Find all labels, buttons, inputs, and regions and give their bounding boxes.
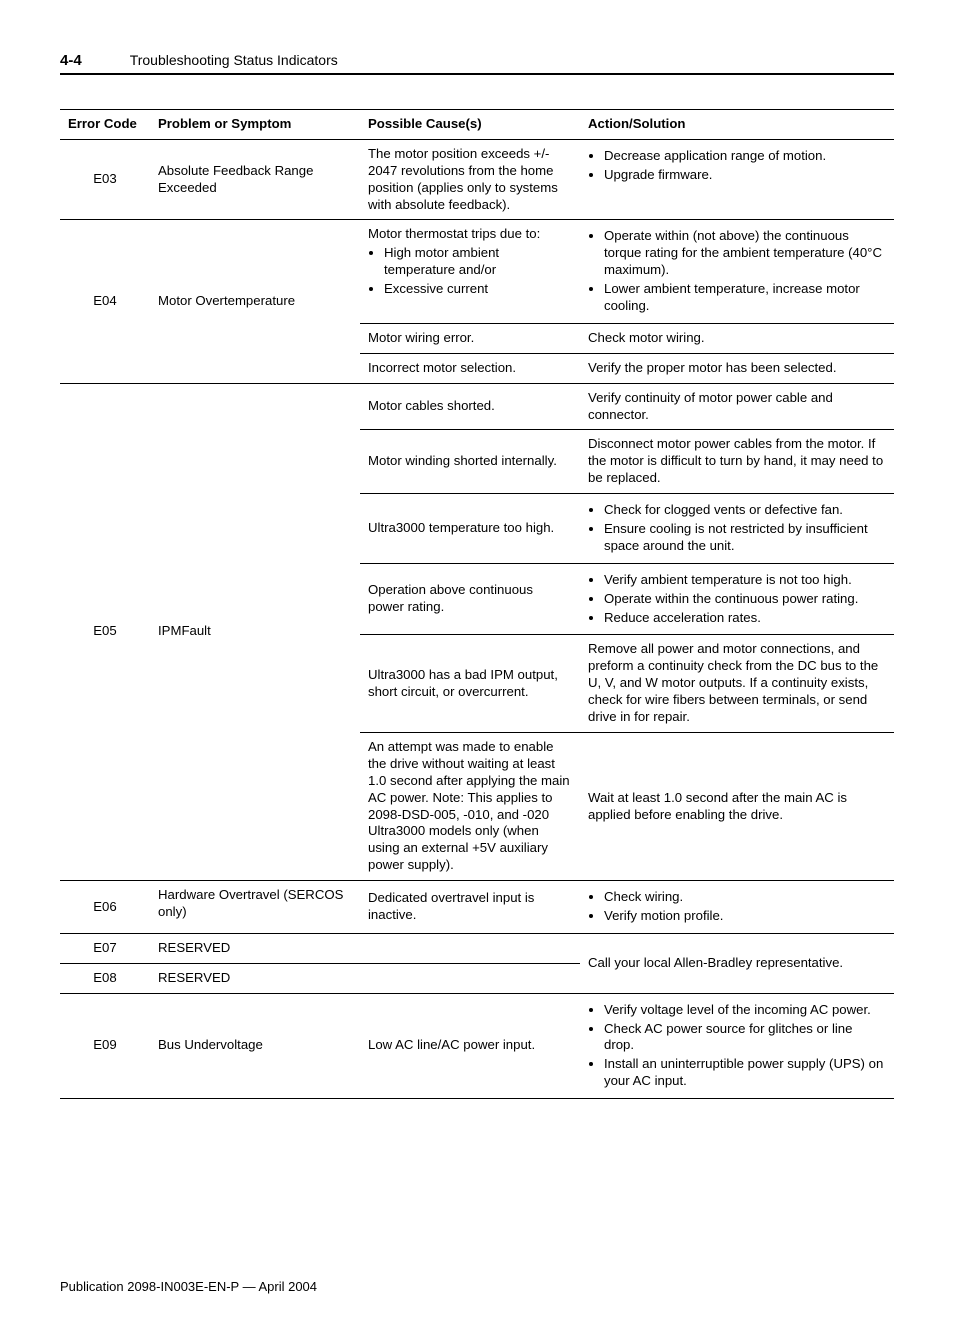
cause-cell: Incorrect motor selection. [360,353,580,383]
cause-item: Excessive current [384,281,572,298]
page-header: 4-4 Troubleshooting Status Indicators [60,52,894,75]
problem-cell: Motor Overtemperature [150,220,360,383]
action-item: Check for clogged vents or defective fan… [604,502,886,519]
action-cell: Check for clogged vents or defective fan… [580,494,894,564]
action-cell: Remove all power and motor connections, … [580,635,894,732]
action-item: Verify ambient temperature is not too hi… [604,572,886,589]
action-cell: Check motor wiring. [580,323,894,353]
col-header-cause: Possible Cause(s) [360,110,580,140]
action-cell: Verify continuity of motor power cable a… [580,383,894,430]
problem-cell: Hardware Overtravel (SERCOS only) [150,881,360,934]
problem-cell: Bus Undervoltage [150,993,360,1098]
action-cell: Operate within (not above) the continuou… [580,220,894,323]
cause-cell: Ultra3000 has a bad IPM output, short ci… [360,635,580,732]
cause-item: High motor ambient temperature and/or [384,245,572,279]
error-code: E09 [60,993,150,1098]
action-item: Check wiring. [604,889,886,906]
cause-cell: Motor winding shorted internally. [360,430,580,494]
action-item: Verify motion profile. [604,908,886,925]
error-code: E08 [60,963,150,993]
cause-cell: The motor position exceeds +/- 2047 revo… [360,139,580,220]
problem-cell: RESERVED [150,933,360,963]
error-code: E04 [60,220,150,383]
problem-cell: Absolute Feedback Range Exceeded [150,139,360,220]
cause-cell: Low AC line/AC power input. [360,993,580,1098]
action-item: Operate within the continuous power rati… [604,591,886,608]
cause-cell: Motor wiring error. [360,323,580,353]
action-item: Upgrade firmware. [604,167,886,184]
action-item: Check AC power source for glitches or li… [604,1021,886,1055]
table-row: E06 Hardware Overtravel (SERCOS only) De… [60,881,894,934]
table-row: E05 IPMFault Motor cables shorted. Verif… [60,383,894,430]
section-title: Troubleshooting Status Indicators [130,52,338,68]
col-header-code: Error Code [60,110,150,140]
cause-text: Motor thermostat trips due to: [368,226,540,241]
table-header-row: Error Code Problem or Symptom Possible C… [60,110,894,140]
action-item: Install an uninterruptible power supply … [604,1056,886,1090]
action-item: Verify voltage level of the incoming AC … [604,1002,886,1019]
action-cell: Verify ambient temperature is not too hi… [580,563,894,635]
problem-cell: RESERVED [150,963,360,993]
table-row: E09 Bus Undervoltage Low AC line/AC powe… [60,993,894,1098]
action-item: Ensure cooling is not restricted by insu… [604,521,886,555]
action-cell: Verify voltage level of the incoming AC … [580,993,894,1098]
error-code: E07 [60,933,150,963]
table-row: E04 Motor Overtemperature Motor thermost… [60,220,894,323]
error-code: E06 [60,881,150,934]
cause-cell: Operation above continuous power rating. [360,563,580,635]
action-cell: Decrease application range of motion. Up… [580,139,894,220]
cause-cell: Motor cables shorted. [360,383,580,430]
action-item: Reduce acceleration rates. [604,610,886,627]
action-item: Decrease application range of motion. [604,148,886,165]
cause-cell: Motor thermostat trips due to: High moto… [360,220,580,323]
action-cell: Call your local Allen-Bradley representa… [580,933,894,993]
cause-cell [360,933,580,963]
table-row: E03 Absolute Feedback Range Exceeded The… [60,139,894,220]
action-cell: Wait at least 1.0 second after the main … [580,732,894,880]
cause-cell: An attempt was made to enable the drive … [360,732,580,880]
col-header-problem: Problem or Symptom [150,110,360,140]
action-cell: Disconnect motor power cables from the m… [580,430,894,494]
action-cell: Verify the proper motor has been selecte… [580,353,894,383]
troubleshooting-table: Error Code Problem or Symptom Possible C… [60,109,894,1099]
action-item: Operate within (not above) the continuou… [604,228,886,279]
cause-cell [360,963,580,993]
cause-cell: Dedicated overtravel input is inactive. [360,881,580,934]
col-header-action: Action/Solution [580,110,894,140]
problem-cell: IPMFault [150,383,360,880]
table-row: E07 RESERVED Call your local Allen-Bradl… [60,933,894,963]
cause-cell: Ultra3000 temperature too high. [360,494,580,564]
footer-publication: Publication 2098-IN003E-EN-P — April 200… [60,1279,894,1294]
error-code: E05 [60,383,150,880]
action-item: Lower ambient temperature, increase moto… [604,281,886,315]
action-cell: Check wiring. Verify motion profile. [580,881,894,934]
error-code: E03 [60,139,150,220]
page-number: 4-4 [60,52,82,69]
